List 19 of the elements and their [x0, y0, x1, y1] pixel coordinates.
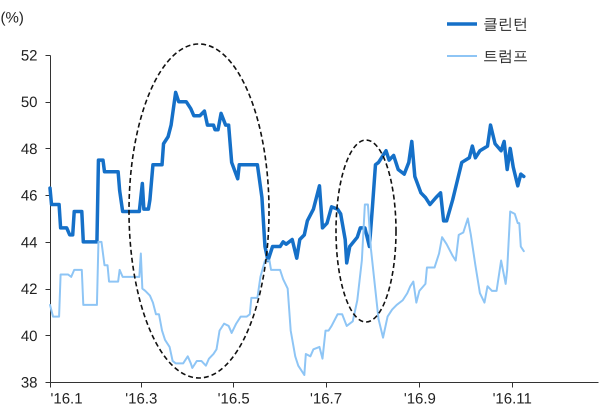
- x-tick-label: '16.1: [50, 390, 83, 408]
- y-tick-label: 42: [20, 281, 38, 298]
- x-tick-label: '16.3: [125, 390, 158, 408]
- legend-label: 클린턴: [483, 16, 528, 33]
- y-tick-label: 48: [20, 140, 38, 158]
- x-tick-label: '16.7: [310, 390, 342, 408]
- y-tick-label: 46: [20, 188, 38, 205]
- y-tick-label: 50: [20, 94, 38, 112]
- line-series: [49, 203, 525, 376]
- y-tick-label: 52: [20, 48, 38, 64]
- y-axis-title: (%): [0, 10, 24, 26]
- x-tick-label: '16.9: [404, 390, 436, 408]
- x-tick-label: '16.11: [492, 390, 532, 408]
- legend-label: 트럼프: [483, 48, 528, 65]
- y-tick-label: 40: [20, 328, 38, 345]
- line-series: [48, 90, 526, 265]
- y-tick-label: 44: [20, 234, 38, 252]
- y-tick-label: 38: [20, 374, 38, 392]
- x-tick-label: '16.5: [218, 390, 250, 408]
